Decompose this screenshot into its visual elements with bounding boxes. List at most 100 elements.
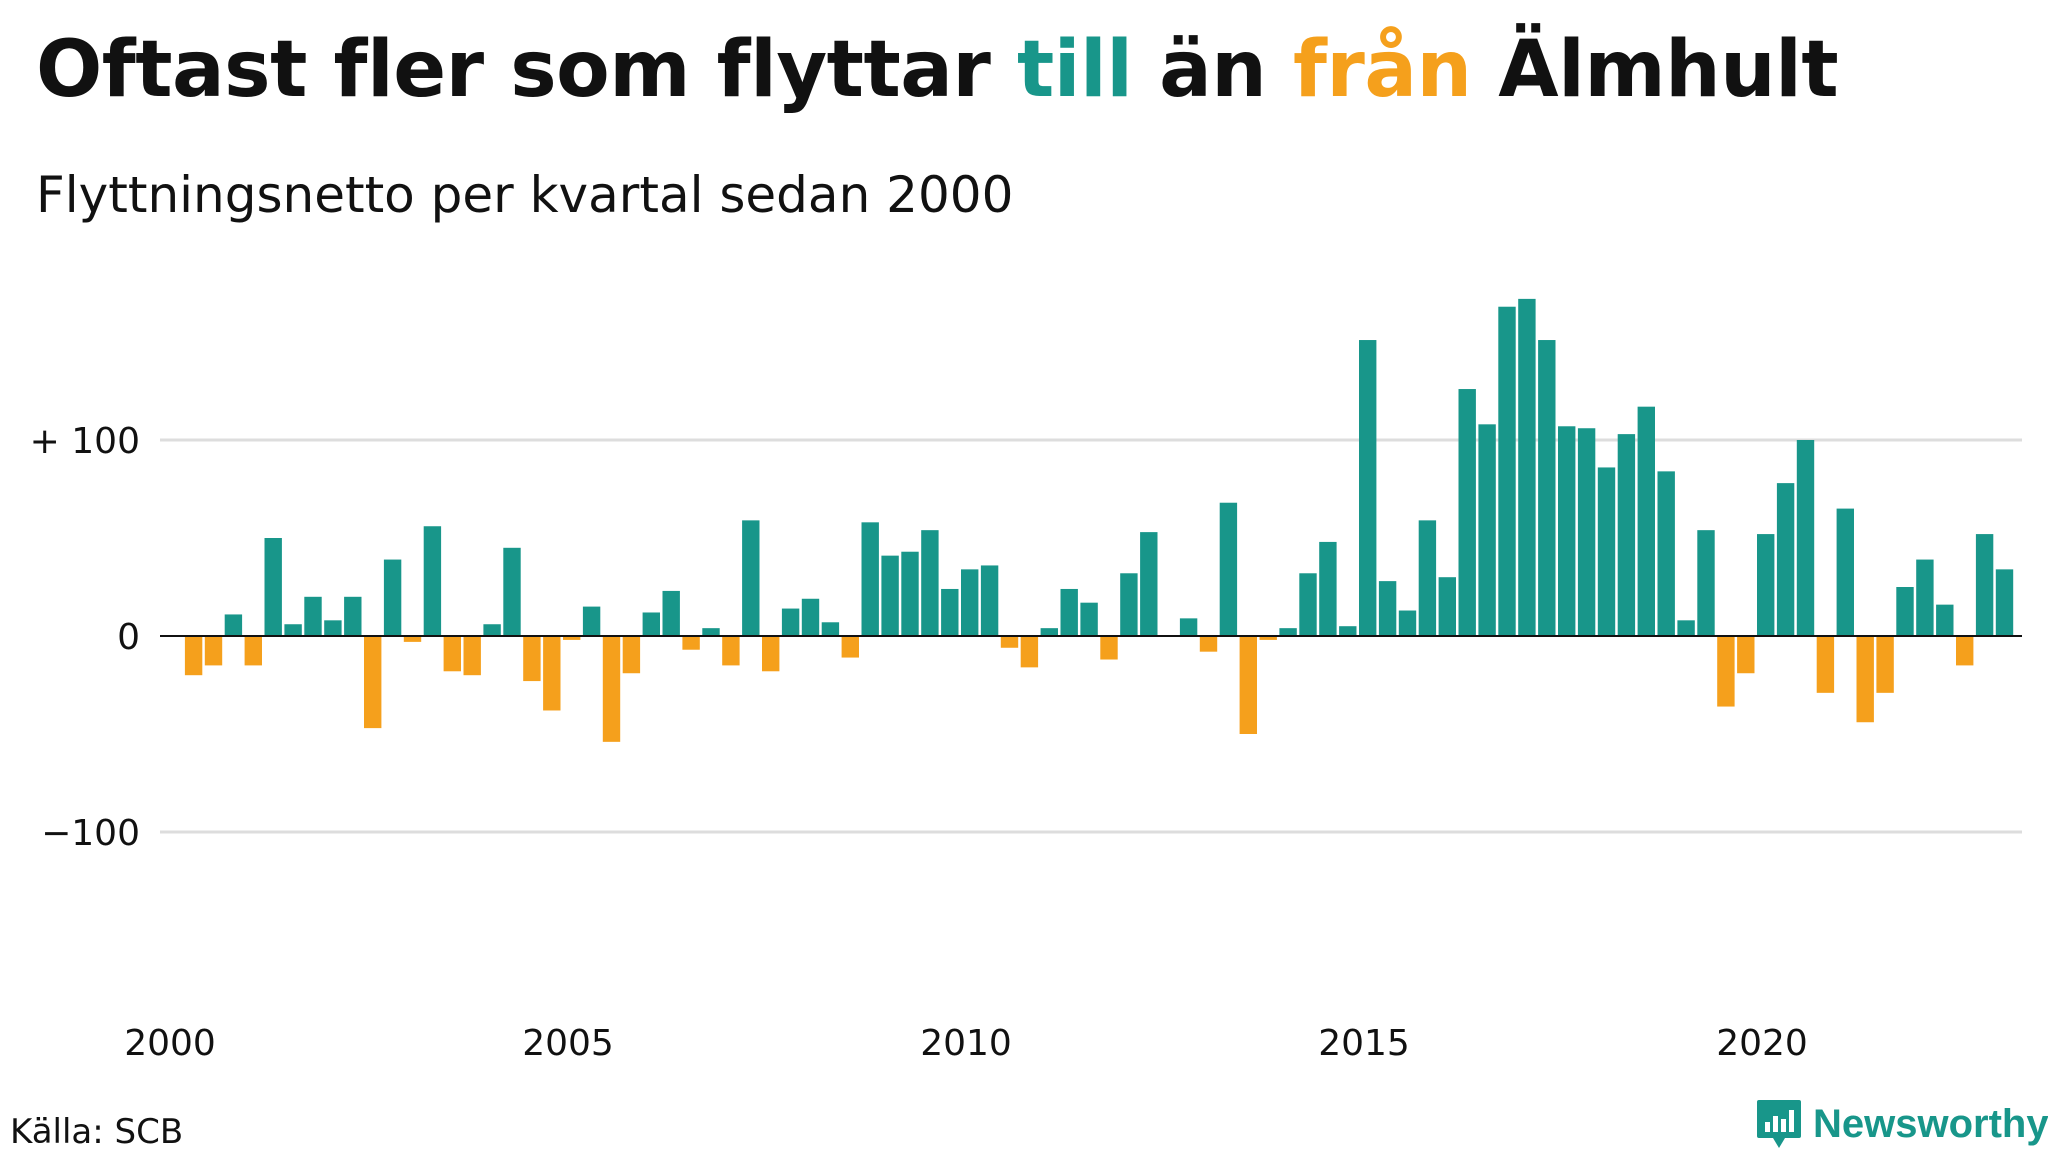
bar: 2013K1: -8 — [1199, 636, 1218, 652]
bar: 2006K4: 4 — [702, 628, 720, 636]
bar: 2003K1: -3 — [403, 636, 422, 642]
bar: 2013K2: 68 — [1219, 502, 1238, 636]
bar: 2016K2: 126 — [1458, 389, 1476, 636]
y-tick-label: −100 — [41, 813, 140, 854]
newsworthy-logo-icon — [1757, 1100, 1801, 1148]
bar: 2007K3: -18 — [762, 636, 780, 672]
bar: 2004K3: -23 — [523, 636, 541, 682]
bar: 2001K4: 20 — [304, 596, 322, 636]
bar: 2015K3: 13 — [1398, 610, 1417, 636]
bar: 2009K3: 54 — [921, 530, 939, 636]
bar: 2018K1: 86 — [1597, 467, 1616, 636]
bar: 2007K2: 59 — [742, 520, 760, 636]
bar: 2015K2: 28 — [1378, 581, 1397, 636]
bar: 2003K2: 56 — [423, 526, 442, 636]
y-tick-label: 0 — [117, 617, 140, 658]
bar: 2013K3: -50 — [1239, 636, 1257, 734]
bar: 2005K4: -19 — [622, 636, 641, 674]
bar: 2006K2: 23 — [662, 590, 680, 636]
x-tick-label: 2020 — [1716, 1023, 1808, 1064]
bar: 2009K2: 43 — [901, 551, 919, 636]
y-tick-label: + 100 — [30, 421, 140, 462]
axes: + 100 0 −100 2000 2005 2010 2015 2020 — [30, 421, 2022, 1064]
bar: 2010K2: 36 — [980, 565, 999, 636]
bar: 2000K3: -15 — [204, 636, 223, 666]
title-highlight-fran: från — [1293, 25, 1472, 115]
bar: 2001K3: 6 — [284, 624, 302, 636]
bar: 2017K2: 151 — [1538, 340, 1556, 636]
bar: 2021K2: -44 — [1856, 636, 1874, 723]
bar: 2014K4: 5 — [1339, 626, 1357, 636]
bar: 2014K2: 32 — [1299, 573, 1317, 636]
bar: 2015K1: 151 — [1359, 340, 1377, 636]
bar: 2016K1: 30 — [1438, 577, 1456, 636]
brand-name: Newsworthy — [1813, 1101, 2048, 1146]
bar: 2001K1: -15 — [244, 636, 262, 666]
bar: 2003K4: -20 — [463, 636, 481, 676]
bar: 2012K1: 32 — [1120, 573, 1138, 636]
source-note: Källa: SCB — [10, 1112, 184, 1152]
bar: 2002K3: -47 — [364, 636, 382, 729]
bar: 2002K4: 39 — [383, 559, 402, 636]
chart-title: Oftast fler som flyttar till än från Älm… — [36, 20, 1839, 120]
gridlines — [160, 438, 2022, 834]
bar: 2018K3: 117 — [1637, 406, 1655, 636]
bar: 2010K3: -6 — [1000, 636, 1019, 648]
x-tick-label: 2000 — [124, 1023, 216, 1064]
bar: 2002K1: 8 — [324, 620, 342, 636]
bar: 2018K4: 84 — [1657, 471, 1675, 636]
bar: 2004K4: -38 — [543, 636, 561, 711]
bar: 2008K1: 19 — [801, 598, 820, 636]
bar: 2000K2: -20 — [184, 636, 203, 676]
bar-chart: 2000K2: -202000K3: -152000K4: 112001K1: … — [30, 298, 2022, 1064]
bar: 2008K2: 7 — [821, 622, 840, 636]
bar: 2021K3: -29 — [1876, 636, 1894, 693]
title-part-1: Oftast fler som flyttar — [36, 25, 1018, 115]
bar: 2013K4: -2 — [1259, 636, 1277, 640]
x-tick-label: 2015 — [1318, 1023, 1410, 1064]
title-part-3: än — [1132, 25, 1293, 115]
bar: 2021K4: 25 — [1896, 587, 1914, 636]
bar: 2004K2: 45 — [503, 547, 521, 636]
bar: 2008K4: 58 — [861, 522, 879, 636]
bar: 2020K3: 100 — [1796, 440, 1815, 636]
bar: 2005K2: 15 — [582, 606, 601, 636]
title-part-5: Älmhult — [1471, 25, 1839, 115]
bar: 2018K2: 103 — [1617, 434, 1636, 636]
bar: 2014K1: 4 — [1279, 628, 1297, 636]
x-tick-label: 2010 — [920, 1023, 1012, 1064]
bar: 2019K3: -36 — [1717, 636, 1735, 707]
bar: 2005K3: -54 — [602, 636, 621, 742]
bar: 2007K1: -15 — [722, 636, 740, 666]
bar: 2021K1: 65 — [1836, 508, 1854, 636]
bar: 2016K3: 108 — [1478, 424, 1496, 636]
title-highlight-till: till — [1017, 25, 1133, 115]
bar: 2012K2: 53 — [1140, 532, 1158, 636]
bar: 2008K3: -11 — [841, 636, 859, 658]
bar: 2009K1: 41 — [881, 555, 899, 636]
bar: 2022K4: 52 — [1975, 534, 1994, 636]
bar: 2011K4: -12 — [1100, 636, 1118, 660]
bar: 2011K1: 4 — [1040, 628, 1058, 636]
bar: 2022K3: -15 — [1956, 636, 1974, 666]
bar: 2001K2: 50 — [264, 538, 282, 636]
bar: 2022K1: 39 — [1916, 559, 1934, 636]
bar: 2012K4: 9 — [1179, 618, 1198, 636]
bar: 2017K3: 107 — [1558, 426, 1576, 636]
bar: 2006K3: -7 — [682, 636, 700, 650]
bar: 2014K3: 48 — [1319, 541, 1337, 636]
bar: 2002K2: 20 — [344, 596, 362, 636]
bar: 2010K4: -16 — [1020, 636, 1039, 668]
x-tick-label: 2005 — [522, 1023, 614, 1064]
bar: 2020K1: 52 — [1757, 534, 1775, 636]
bar: 2006K1: 12 — [642, 612, 660, 636]
bars: 2000K2: -202000K3: -152000K4: 112001K1: … — [184, 298, 2014, 742]
chart-subtitle: Flyttningsnetto per kvartal sedan 2000 — [36, 166, 1014, 224]
bar: 2003K3: -18 — [443, 636, 461, 672]
bar: 2015K4: 59 — [1418, 520, 1437, 636]
bar: 2020K4: -29 — [1816, 636, 1835, 693]
bar: 2023K1: 34 — [1995, 569, 2014, 636]
bar: 2019K2: 54 — [1697, 530, 1715, 636]
bar: 2009K4: 24 — [941, 588, 959, 636]
bar: 2000K4: 11 — [224, 614, 243, 636]
